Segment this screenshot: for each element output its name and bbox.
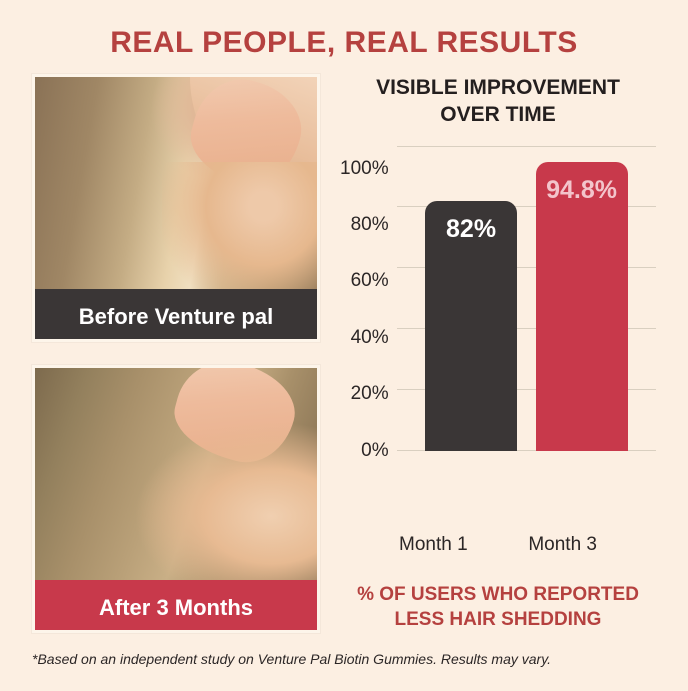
bars-inner: 82% 94.8% <box>397 147 656 451</box>
bars-container: 82% 94.8% <box>397 147 656 451</box>
x-axis-labels: Month 1 Month 3 <box>340 534 656 556</box>
page-title: REAL PEOPLE, REAL RESULTS <box>0 0 688 74</box>
before-caption-label: Before Venture pal <box>35 289 317 342</box>
footnote-text: *Based on an independent study on Ventur… <box>0 633 688 667</box>
content-row: Before Venture pal After 3 Months VISIBL… <box>0 74 688 633</box>
bar-month3[interactable]: 94.8% <box>536 162 628 450</box>
before-photo-card: Before Venture pal <box>32 74 320 342</box>
before-photo-image <box>35 77 317 289</box>
y-axis-labels: 0% 20% 40% 60% 80% 100% <box>340 147 397 451</box>
photos-column: Before Venture pal After 3 Months <box>32 74 320 633</box>
bar-month3-value: 94.8% <box>546 176 617 450</box>
after-photo-card: After 3 Months <box>32 365 320 633</box>
real-results-infographic: REAL PEOPLE, REAL RESULTS Before Venture… <box>0 0 688 691</box>
bar-month1-value: 82% <box>446 215 496 450</box>
bar-chart: 0% 20% 40% 60% 80% 100% 82 <box>340 147 656 524</box>
chart-column: VISIBLE IMPROVEMENT OVER TIME 0% 20% 40%… <box>340 74 656 633</box>
hand-illustration-2 <box>166 368 305 473</box>
bar-month1[interactable]: 82% <box>425 201 517 450</box>
after-caption-label: After 3 Months <box>35 580 317 633</box>
after-photo-image <box>35 368 317 580</box>
chart-subtitle: % OF USERS WHO REPORTED LESS HAIR SHEDDI… <box>340 582 656 633</box>
chart-title: VISIBLE IMPROVEMENT OVER TIME <box>340 74 656 129</box>
hand-illustration <box>182 77 312 195</box>
